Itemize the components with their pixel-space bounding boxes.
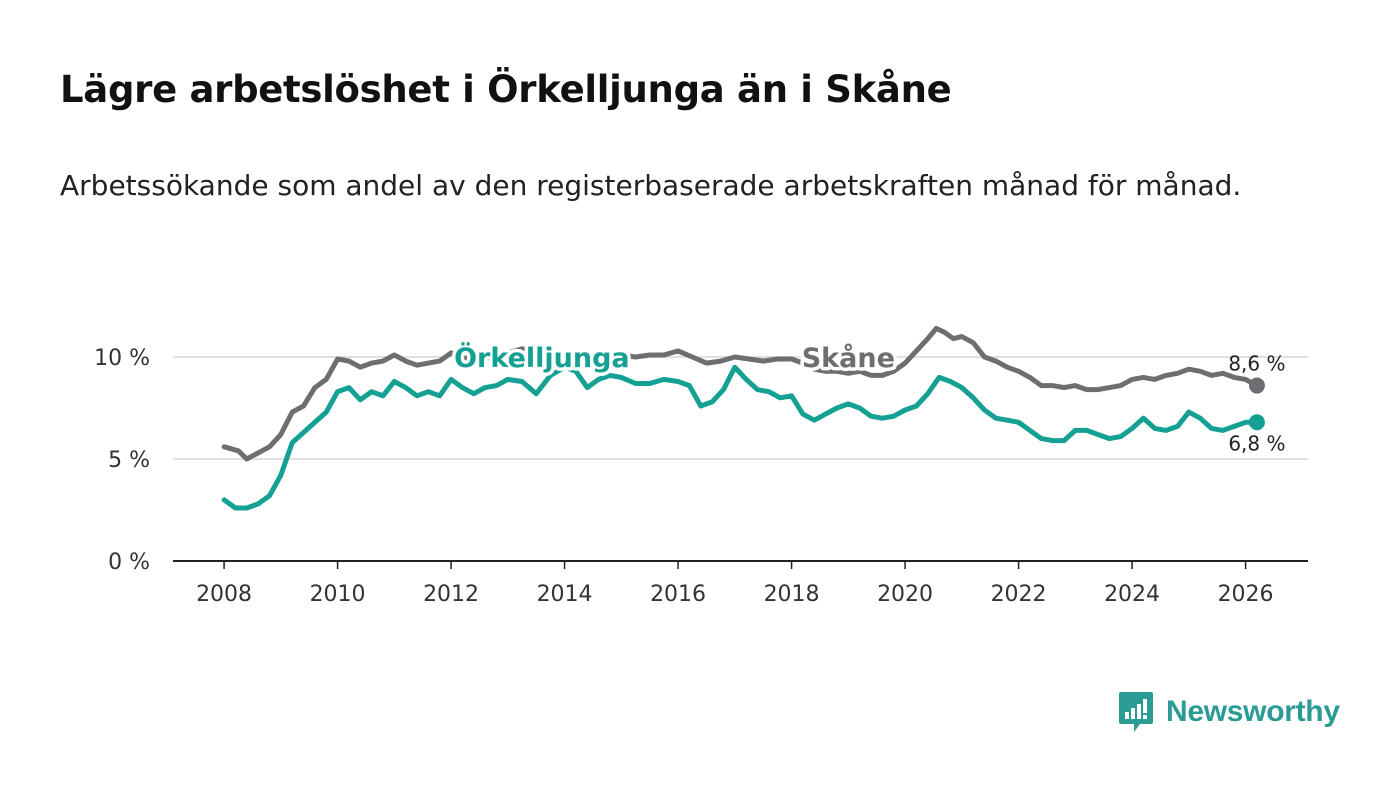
brand-name: Newsworthy	[1166, 695, 1340, 728]
y-tick-label: 0 %	[108, 550, 150, 575]
series-name-label-1: Örkelljunga	[454, 341, 630, 374]
series-name-label-0: Skåne	[802, 342, 895, 374]
series-end-marker-0	[1248, 377, 1265, 394]
x-tick-label: 2010	[310, 582, 366, 607]
x-tick-label: 2012	[423, 582, 479, 607]
chart-subtitle: Arbetssökande som andel av den registerb…	[60, 169, 1242, 202]
x-tick-label: 2024	[1104, 582, 1160, 607]
x-tick-label: 2020	[877, 582, 933, 607]
x-tick-label: 2018	[764, 582, 820, 607]
chart-title: Lägre arbetslöshet i Örkelljunga än i Sk…	[60, 68, 952, 111]
x-tick-label: 2026	[1218, 582, 1274, 607]
series-line-1	[221, 364, 1260, 511]
series-end-label-1: 6,8 %	[1228, 431, 1285, 455]
labels: 8,6 % 6,8 % Skåne Örkelljunga	[451, 338, 1286, 456]
series-line-0	[221, 325, 1260, 462]
series-end-marker-1	[1248, 414, 1265, 431]
x-tick-label: 2016	[650, 582, 706, 607]
y-tick-label: 10 %	[94, 346, 150, 371]
series-lines	[221, 325, 1265, 511]
y-tick-label: 5 %	[108, 448, 150, 473]
x-axis: 0 % 5 % 10 % 2008 2010 2012 2014 2016 2018 2020 20…	[94, 346, 1308, 607]
series-end-label-0: 8,6 %	[1228, 352, 1285, 376]
x-tick-label: 2014	[537, 582, 593, 607]
newsworthy-logo: Newsworthy	[1118, 690, 1340, 734]
x-tick-label: 2008	[196, 582, 252, 607]
newsworthy-logo-icon	[1119, 692, 1153, 732]
x-tick-label: 2022	[991, 582, 1047, 607]
